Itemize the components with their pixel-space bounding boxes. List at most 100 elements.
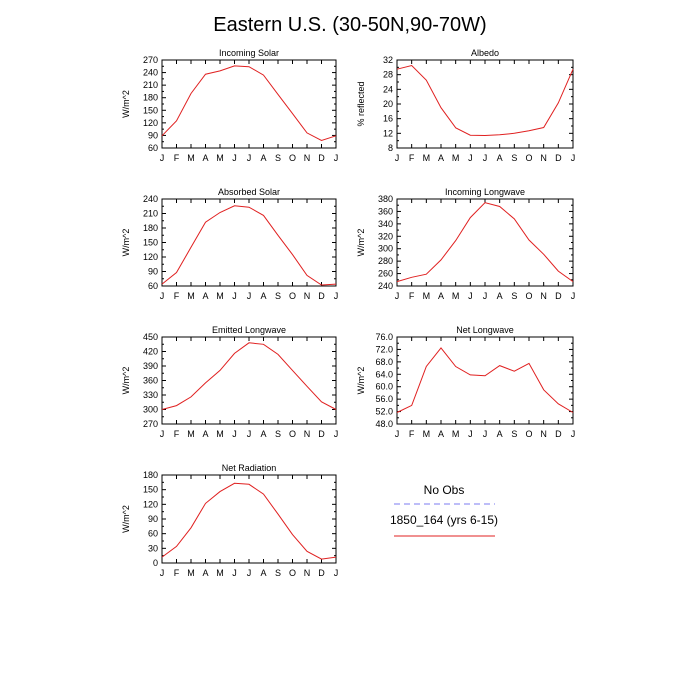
plot-frame	[396, 59, 574, 149]
series-line-model	[396, 202, 574, 283]
y-tick-label: 260	[378, 269, 393, 279]
x-tick-label: N	[304, 153, 311, 163]
x-tick-label: J	[160, 291, 165, 301]
x-tick-label: M	[187, 429, 195, 439]
x-tick-label: M	[216, 429, 224, 439]
x-tick-label: A	[438, 429, 444, 439]
y-tick-label: 20	[383, 99, 393, 109]
y-tick-label: 360	[378, 206, 393, 216]
chart-title: Absorbed Solar	[218, 187, 280, 197]
y-tick-label: 240	[143, 68, 158, 78]
x-tick-label: F	[174, 291, 180, 301]
plot-frame	[161, 336, 337, 425]
y-axis-label: % reflected	[356, 81, 366, 126]
x-tick-label: J	[160, 568, 165, 578]
x-tick-label: J	[468, 153, 473, 163]
x-tick-label: D	[318, 568, 325, 578]
x-tick-label: J	[571, 153, 576, 163]
y-tick-label: 380	[378, 194, 393, 204]
x-tick-label: A	[260, 153, 266, 163]
y-tick-label: 150	[143, 105, 158, 115]
y-tick-label: 210	[143, 209, 158, 219]
y-tick-label: 120	[143, 499, 158, 509]
y-tick-label: 360	[143, 376, 158, 386]
x-tick-label: J	[247, 291, 252, 301]
x-tick-label: M	[423, 429, 431, 439]
y-tick-label: 150	[143, 485, 158, 495]
y-axis-label: W/m^2	[121, 505, 131, 533]
y-axis-label: W/m^2	[356, 229, 366, 257]
series-line-model	[161, 482, 337, 560]
y-tick-label: 90	[148, 267, 158, 277]
x-tick-label: J	[571, 429, 576, 439]
y-tick-label: 240	[143, 194, 158, 204]
x-tick-label: A	[260, 429, 266, 439]
x-tick-label: M	[187, 568, 195, 578]
y-tick-label: 60	[148, 143, 158, 153]
series-line-model	[396, 64, 574, 137]
y-tick-label: 120	[143, 118, 158, 128]
chart-title: Incoming Solar	[219, 48, 279, 58]
x-tick-label: J	[483, 429, 488, 439]
x-tick-label: M	[216, 568, 224, 578]
x-tick-label: J	[468, 291, 473, 301]
x-tick-label: A	[202, 568, 208, 578]
y-tick-label: 390	[143, 361, 158, 371]
x-tick-label: F	[174, 153, 180, 163]
chart-title: Emitted Longwave	[212, 325, 286, 335]
chart-panel: Emitted Longwave W/m^2 270 300 330 360 390 420 4…	[121, 325, 338, 439]
x-tick-label: J	[395, 429, 400, 439]
y-tick-label: 320	[378, 231, 393, 241]
x-tick-label: J	[334, 291, 339, 301]
y-tick-label: 330	[143, 390, 158, 400]
y-axis-label: W/m^2	[121, 229, 131, 257]
x-tick-label: S	[511, 291, 517, 301]
x-tick-label: J	[247, 153, 252, 163]
y-tick-label: 280	[378, 256, 393, 266]
y-tick-label: 12	[383, 128, 393, 138]
y-tick-label: 300	[378, 244, 393, 254]
series-line-model	[396, 347, 574, 413]
x-tick-label: A	[497, 291, 503, 301]
x-tick-label: J	[395, 291, 400, 301]
x-tick-label: J	[232, 429, 237, 439]
x-tick-label: J	[232, 153, 237, 163]
x-tick-label: M	[187, 291, 195, 301]
x-tick-label: J	[334, 153, 339, 163]
y-tick-label: 72.0	[375, 344, 393, 354]
x-tick-label: F	[174, 429, 180, 439]
x-tick-label: O	[289, 429, 296, 439]
x-tick-label: O	[525, 291, 532, 301]
x-tick-label: D	[318, 291, 325, 301]
x-tick-label: N	[304, 429, 311, 439]
x-tick-label: M	[187, 153, 195, 163]
y-tick-label: 0	[153, 558, 158, 568]
y-tick-label: 420	[143, 347, 158, 357]
x-tick-label: O	[289, 568, 296, 578]
x-tick-label: J	[395, 153, 400, 163]
x-tick-label: O	[525, 153, 532, 163]
x-tick-label: J	[232, 291, 237, 301]
y-tick-label: 52.0	[375, 407, 393, 417]
y-tick-label: 90	[148, 514, 158, 524]
x-tick-label: O	[289, 291, 296, 301]
legend-label-obs: No Obs	[424, 483, 465, 497]
x-tick-label: F	[409, 291, 415, 301]
series-line-model	[161, 205, 337, 286]
y-tick-label: 16	[383, 114, 393, 124]
x-tick-label: M	[216, 153, 224, 163]
y-tick-label: 56.0	[375, 394, 393, 404]
x-tick-label: D	[555, 429, 562, 439]
x-tick-label: J	[247, 429, 252, 439]
y-tick-label: 270	[143, 55, 158, 65]
y-tick-label: 32	[383, 55, 393, 65]
chart-title: Net Radiation	[222, 463, 277, 473]
y-tick-label: 90	[148, 130, 158, 140]
x-tick-label: A	[202, 429, 208, 439]
y-tick-label: 64.0	[375, 369, 393, 379]
y-tick-label: 76.0	[375, 332, 393, 342]
y-tick-label: 210	[143, 80, 158, 90]
plot-frame	[161, 198, 337, 287]
